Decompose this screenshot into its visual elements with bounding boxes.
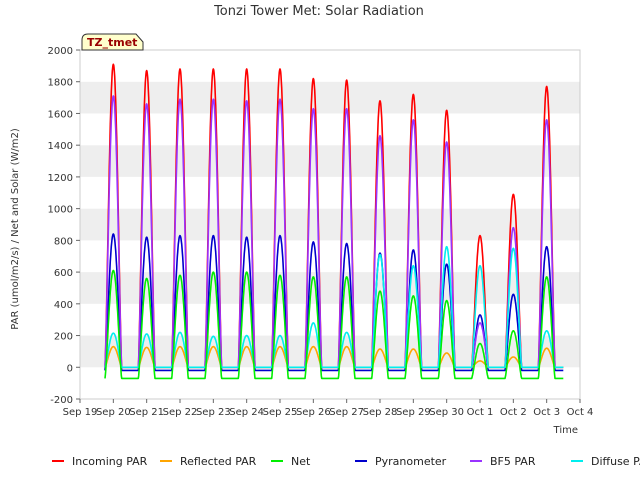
legend-label: Pyranometer [375,455,447,468]
grid-band [80,176,580,209]
y-tick-label: -200 [50,395,73,406]
x-tick-label: Oct 2 [500,407,527,418]
y-tick-label: 2000 [48,46,73,57]
legend-label: Net [291,455,311,468]
x-tick-label: Oct 1 [467,407,494,418]
x-tick-label: Sep 24 [229,407,264,418]
x-tick-label: Sep 27 [329,407,364,418]
y-tick-label: 1200 [48,173,73,184]
series-line-diffuse-par [104,245,564,369]
legend: Incoming PAR Reflected PAR Net Pyranometer B… [52,455,640,468]
legend-label: Reflected PAR [180,455,257,468]
y-axis: -200 0 200 400 600 800 1000 1200 1400 1600 1800 200… [48,46,80,406]
x-tick-label: Sep 19 [63,407,98,418]
x-tick-label: Sep 22 [163,407,198,418]
series-line-net [104,269,564,380]
x-tick-label: Sep 23 [196,407,231,418]
x-tick-label: Oct 4 [567,407,594,418]
x-tick-label: Oct 3 [533,407,560,418]
grid-band [80,145,580,177]
grid-band [80,335,580,368]
grid-band [80,208,580,241]
plot-frame [79,49,581,400]
site-tag: TZ_tmet [81,33,144,51]
grid-band [80,81,580,114]
series-layer [104,63,564,380]
grid-band [80,367,580,399]
chart-title: Tonzi Tower Met: Solar Radiation [213,4,424,19]
legend-label: Incoming PAR [72,455,148,468]
x-tick-label: Sep 21 [129,407,164,418]
site-tag-label: TZ_tmet [87,36,137,49]
x-axis-title: Time [553,425,578,436]
grid-band [80,50,580,82]
x-tick-label: Sep 25 [263,407,298,418]
grid-band [80,113,580,146]
y-axis-title: PAR (umol/m2/s) / Net and Solar (W/m2) [10,128,21,330]
y-tick-label: 400 [54,300,73,311]
y-tick-label: 1800 [48,78,73,89]
grid-band [80,240,580,273]
grid-bands [80,50,580,399]
grid-band [80,303,580,336]
y-tick-label: 1600 [48,109,73,120]
x-tick-label: Sep 29 [396,407,431,418]
x-tick-label: Sep 28 [363,407,398,418]
y-tick-label: 600 [54,268,73,279]
y-tick-label: 0 [67,363,73,374]
y-tick-label: 800 [54,236,73,247]
y-tick-label: 1000 [48,205,73,216]
legend-label: Diffuse PAR [591,455,640,468]
grid-band [80,272,580,304]
x-tick-label: Sep 20 [96,407,131,418]
y-tick-label: 1400 [48,141,73,152]
legend-label: BF5 PAR [490,455,536,468]
y-tick-label: 200 [54,332,73,343]
x-tick-label: Sep 30 [429,407,464,418]
x-tick-label: Sep 26 [296,407,331,418]
site-tag-box [81,33,144,51]
